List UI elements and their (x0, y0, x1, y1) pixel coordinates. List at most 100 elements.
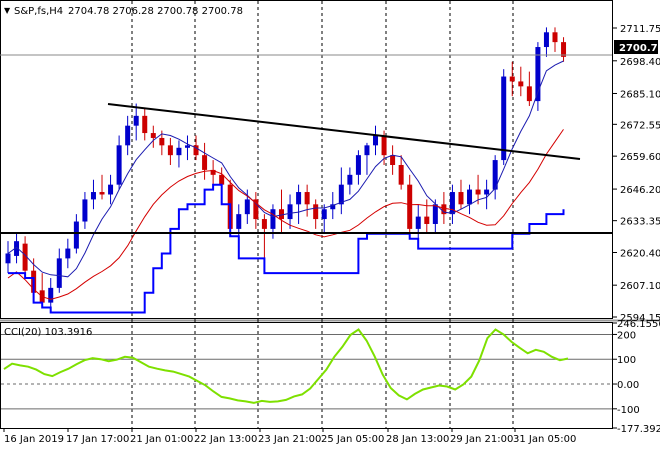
time-tick-label: 29 Jan 21:00 (450, 434, 513, 445)
candle-bull (347, 174, 353, 185)
candle-bear (424, 216, 430, 224)
current-price-badge-label: 2700.78 (619, 43, 660, 54)
cci-tick-label: 200 (617, 330, 636, 341)
time-axis[interactable]: 16 Jan 2019 17 Jan 17:00 21 Jan 01:00 22 Ja… (3, 428, 576, 445)
candle-bear (518, 81, 524, 87)
step-line (8, 183, 565, 314)
candle-bull (270, 209, 276, 229)
candle-bull (14, 241, 20, 256)
candle-bull (5, 253, 11, 264)
candle-bull (543, 32, 549, 48)
candle-bull (484, 189, 490, 195)
price-tick-label: 2672.55 (620, 120, 660, 131)
candle-bear (407, 184, 413, 229)
price-tick-label: 2646.20 (620, 185, 660, 196)
candle-bull (48, 287, 54, 303)
candle-bull (236, 214, 242, 229)
time-tick-label: 22 Jan 13:00 (194, 434, 257, 445)
candle-bull (108, 184, 114, 195)
time-tick-label: 28 Jan 13:00 (386, 434, 449, 445)
candle-bear (390, 155, 396, 165)
candle-bull (287, 204, 293, 220)
chart-header: ▼ S&P,fs,H4 2704.78 2706.28 2700.78 2700… (4, 6, 243, 17)
candle-bear (441, 204, 447, 215)
candle-bull (467, 189, 473, 205)
candle-bear (202, 155, 208, 170)
candle-bull (355, 155, 361, 175)
candle-bear (210, 169, 216, 175)
candle-bear (526, 86, 532, 102)
candle-bull (449, 192, 455, 215)
price-tick-label: 2594.15 (620, 313, 660, 324)
candle-bear (219, 174, 225, 185)
price-tick-label: 2698.40 (620, 57, 660, 68)
candle-bear (381, 135, 387, 156)
ohlc-values-label: 2704.78 2706.28 2700.78 2700.78 (68, 6, 243, 17)
candle-bear (22, 243, 28, 271)
candle-bull (492, 160, 498, 190)
candle-bear (99, 192, 105, 195)
candle-bear (159, 137, 165, 146)
candle-bull (184, 145, 190, 148)
time-tick-label: 21 Jan 01:00 (130, 434, 193, 445)
candle-bull (338, 184, 344, 205)
cci-tick-label: -100 (617, 405, 640, 416)
cci-pane (1, 328, 612, 410)
price-tick-label: 2633.35 (620, 217, 660, 228)
candle-bear (278, 209, 284, 220)
candle-bull (364, 145, 370, 156)
candle-bull (176, 147, 182, 156)
price-plot-frame (0, 0, 613, 319)
candle-bear (509, 76, 515, 82)
candle-bear (150, 133, 156, 138)
price-scale[interactable]: 2711.75 2698.40 2685.10 2672.55 2659.60 2646.… (612, 24, 660, 324)
candle-bull (82, 199, 88, 222)
symbol-timeframe-label: S&P,fs,H4 (14, 6, 63, 17)
candle-bear (398, 164, 404, 185)
cci-tick-label: 246.1556 (617, 319, 660, 330)
chart-menu-icon[interactable]: ▼ (4, 6, 11, 15)
candle-bull (125, 125, 131, 146)
time-tick-label: 23 Jan 21:00 (258, 434, 321, 445)
candle-bull (432, 204, 438, 224)
price-tick-label: 2685.10 (620, 89, 660, 100)
candle-bull (330, 204, 336, 210)
candle-bull (56, 258, 62, 288)
resistance-trendline[interactable] (107, 103, 581, 160)
candle-bull (321, 209, 327, 220)
cci-line (3, 328, 569, 404)
candle-bull (535, 47, 541, 102)
candle-bear (313, 204, 319, 220)
candle-bull (90, 192, 96, 200)
candle-bull (296, 192, 302, 205)
candle-bull (244, 199, 250, 215)
candle-bear (561, 42, 567, 57)
time-tick-label: 16 Jan 2019 (4, 434, 64, 445)
candle-bear (193, 145, 199, 156)
time-tick-label: 31 Jan 05:00 (513, 434, 576, 445)
ma-slow-line (7, 129, 564, 300)
candle-bull (373, 135, 379, 146)
candle-bear (142, 115, 148, 134)
candle-bear (304, 192, 310, 205)
cci-plot-frame (0, 322, 613, 429)
candle-bull (116, 145, 122, 185)
candle-bear (253, 199, 259, 220)
candle-bull (501, 76, 507, 161)
candle-bear (261, 219, 267, 229)
price-tick-label: 2659.60 (620, 152, 660, 163)
candle-bear (475, 189, 481, 195)
time-tick-label: 17 Jan 17:00 (66, 434, 129, 445)
cci-indicator-label: CCI(20) 103.3916 (4, 327, 92, 338)
candle-bear (552, 32, 558, 43)
cci-tick-label: 0.00 (617, 380, 639, 391)
current-price-badge: 2700.78 (614, 40, 660, 54)
candle-bull (65, 248, 71, 259)
cci-tick-label: -177.3926 (617, 424, 660, 435)
price-tick-label: 2620.40 (620, 248, 660, 259)
price-tick-label: 2607.10 (620, 281, 660, 292)
candle-bull (133, 115, 139, 126)
